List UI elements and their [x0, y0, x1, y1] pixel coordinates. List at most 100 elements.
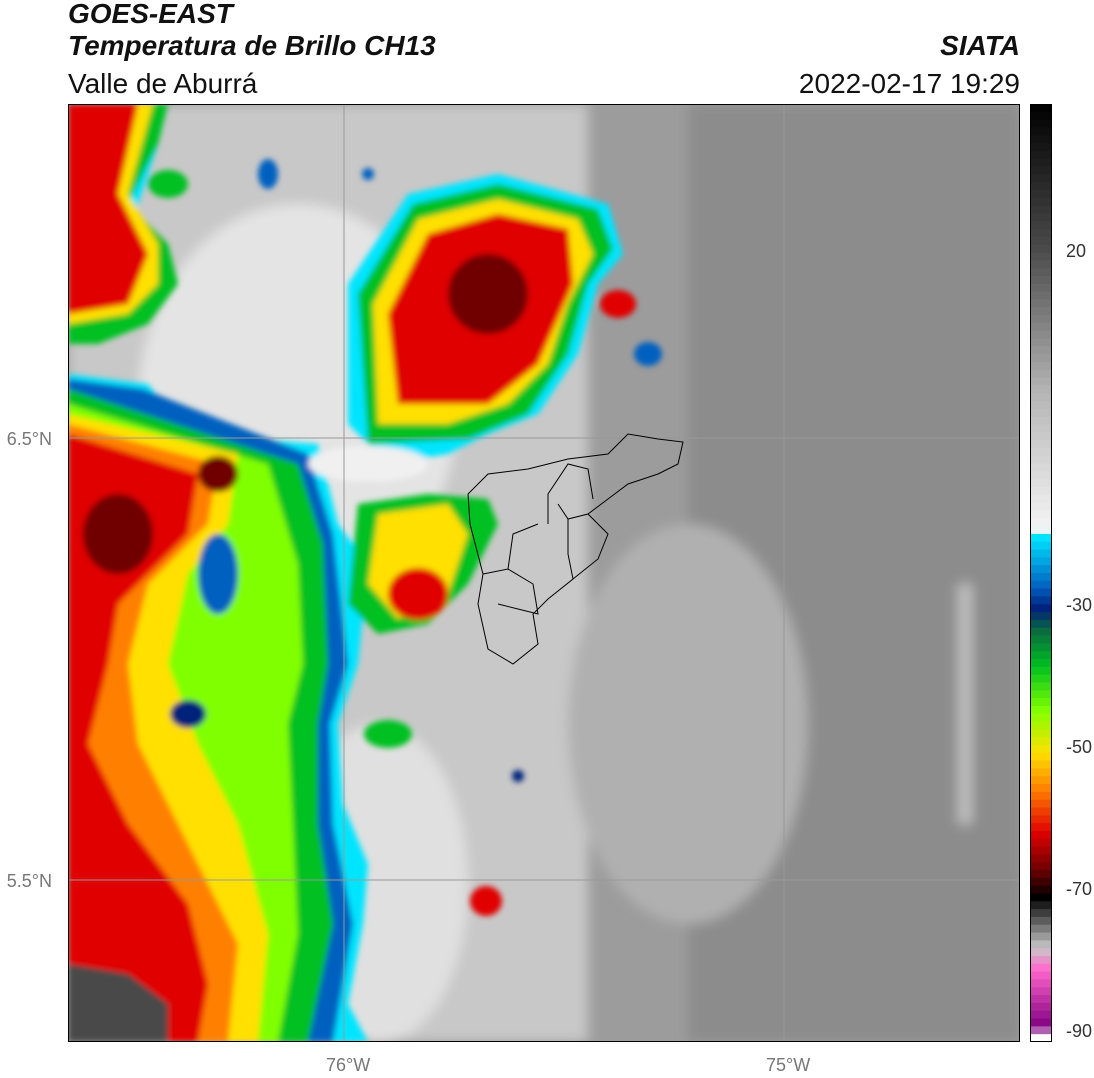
colorbar-segment — [1030, 174, 1052, 183]
colorbar-segment — [1030, 995, 1052, 1004]
colorbar-segment — [1030, 229, 1052, 238]
colorbar-segment — [1030, 729, 1052, 738]
colorbar-segment — [1030, 455, 1052, 465]
colorbar-segment — [1030, 1018, 1052, 1027]
colorbar-segment — [1030, 885, 1052, 895]
satellite-map — [68, 104, 1020, 1042]
lat-label-6-5: 6.5°N — [6, 429, 52, 449]
colorbar-segment — [1030, 791, 1052, 801]
colorbar-segment — [1030, 213, 1052, 222]
colorbar-segment — [1030, 815, 1052, 824]
colorbar-segment — [1030, 533, 1052, 543]
colorbar-segment — [1030, 776, 1052, 785]
colorbar-segment — [1030, 854, 1052, 863]
colorbar-segment — [1030, 377, 1052, 386]
colorbar-segment — [1030, 244, 1052, 254]
colorbar-segment — [1030, 752, 1052, 762]
colorbar-segment — [1030, 690, 1052, 699]
colorbar-segment — [1030, 823, 1052, 832]
colorbar-tick-20: 20 — [1066, 241, 1087, 261]
colorbar-segment — [1030, 1034, 1052, 1042]
colorbar-segment — [1030, 385, 1052, 394]
product-title: Temperatura de Brillo CH13 — [68, 30, 436, 61]
colorbar-segment — [1030, 150, 1052, 160]
colorbar-segment — [1030, 494, 1052, 504]
satellite-title: GOES-EAST — [68, 0, 233, 29]
colorbar-segment — [1030, 643, 1052, 652]
colorbar-segment — [1030, 135, 1052, 144]
colorbar-segment — [1030, 940, 1052, 949]
colorbar-segment — [1030, 846, 1052, 855]
colorbar-tick-minus50: -50 — [1066, 737, 1093, 757]
colorbar-segment — [1030, 111, 1052, 121]
colorbar-segment — [1030, 354, 1052, 363]
colorbar-segment — [1030, 471, 1052, 480]
colorbar-segment — [1030, 189, 1052, 199]
colorbar-segment — [1030, 283, 1052, 293]
colorbar-segment — [1030, 315, 1052, 324]
colorbar-segment — [1030, 197, 1052, 207]
colorbar-segment — [1030, 275, 1052, 285]
colorbar-segment — [1030, 658, 1052, 668]
colorbar-segment — [1030, 408, 1052, 418]
colorbar-segment — [1030, 830, 1052, 840]
colorbar-segment — [1030, 737, 1052, 746]
lon-label-75: 75°W — [766, 1055, 811, 1075]
colorbar-segment — [1030, 619, 1052, 629]
colorbar-segment — [1030, 369, 1052, 379]
colorbar-segment — [1030, 682, 1052, 691]
colorbar-segment — [1030, 307, 1052, 316]
colorbar-segment — [1030, 760, 1052, 770]
colorbar-segment — [1030, 627, 1052, 637]
colorbar-segment — [1030, 447, 1052, 457]
colorbar-segment — [1030, 158, 1052, 168]
map-frame — [68, 104, 1020, 1042]
colorbar-segment — [1030, 260, 1052, 269]
colorbar-segment — [1030, 541, 1052, 551]
colorbar-segment — [1030, 1002, 1052, 1012]
colorbar-segment — [1030, 862, 1052, 871]
colorbar-segment — [1030, 393, 1052, 402]
colorbar-segment — [1030, 565, 1052, 574]
colorbar-segment — [1030, 104, 1052, 113]
colorbar-segment — [1030, 666, 1052, 676]
colorbar-segment — [1030, 549, 1052, 558]
colorbar-segment — [1030, 205, 1052, 215]
colorbar-segment — [1030, 698, 1052, 707]
colorbar-segment — [1030, 948, 1052, 957]
colorbar-tick-minus90: -90 — [1066, 1021, 1093, 1041]
colorbar-segment — [1030, 604, 1052, 613]
colorbar-frame — [1030, 104, 1052, 1042]
region-label: Valle de Aburrá — [68, 68, 258, 99]
colorbar-segment — [1030, 916, 1052, 926]
lon-label-76: 76°W — [326, 1055, 371, 1075]
colorbar-segment — [1030, 166, 1052, 175]
colorbar-segment — [1030, 744, 1052, 754]
colorbar-segment — [1030, 877, 1052, 887]
colorbar-segment — [1030, 330, 1052, 340]
colorbar-segment — [1030, 799, 1052, 809]
municipality-boundaries — [467, 433, 684, 665]
colorbar-segment — [1030, 635, 1052, 644]
colorbar-segment — [1030, 573, 1052, 582]
colorbar-segment — [1030, 580, 1052, 590]
colorbar-segment — [1030, 651, 1052, 660]
colorbar-segment — [1030, 127, 1052, 136]
colorbar-segment — [1030, 971, 1052, 981]
colorbar-segment — [1030, 588, 1052, 598]
colorbar-segment — [1030, 870, 1052, 879]
colorbar-segment — [1030, 416, 1052, 426]
colorbar-segment — [1030, 838, 1052, 848]
colorbar-segment — [1030, 143, 1052, 152]
colorbar-segment — [1030, 979, 1052, 988]
colorbar-segment — [1030, 518, 1052, 527]
colorbar-segment — [1030, 909, 1052, 918]
colorbar-segment — [1030, 119, 1052, 129]
colorbar-segment — [1030, 236, 1052, 246]
colorbar-segment — [1030, 674, 1052, 684]
colorbar-segment — [1030, 424, 1052, 433]
colorbar-segment — [1030, 487, 1052, 496]
colorbar-segment — [1030, 322, 1052, 332]
colorbar-segment — [1030, 987, 1052, 996]
colorbar-segment — [1030, 893, 1052, 902]
